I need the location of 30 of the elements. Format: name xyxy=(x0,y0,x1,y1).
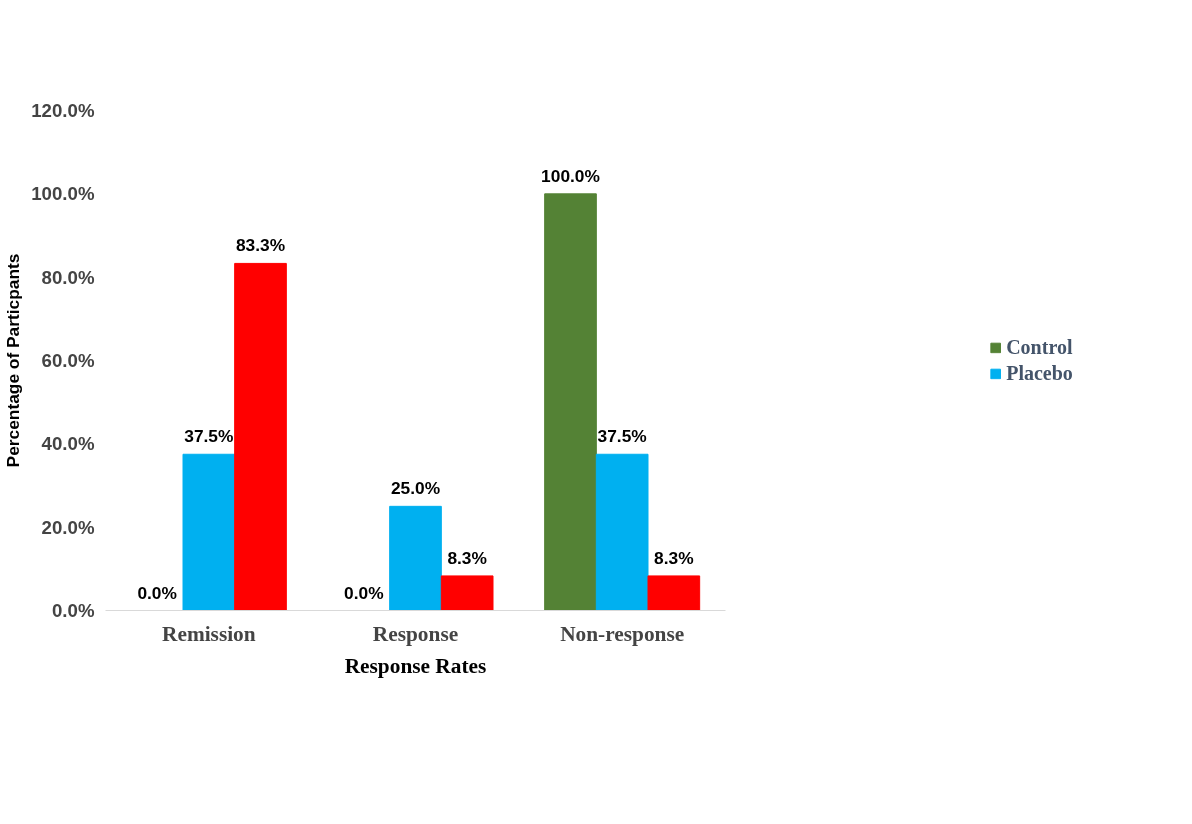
legend-label: Placebo xyxy=(1006,361,1073,385)
y-tick-label: 120.0% xyxy=(31,100,95,121)
x-tick-label: Remission xyxy=(162,621,256,646)
bar xyxy=(544,193,597,611)
data-label: 100.0% xyxy=(541,165,600,186)
y-tick-label: 20.0% xyxy=(41,516,95,538)
data-label: 8.3% xyxy=(654,547,694,568)
bar xyxy=(647,575,701,611)
y-tick-label: 0.0% xyxy=(51,600,95,621)
data-label: 25.0% xyxy=(390,478,441,499)
x-axis-title: Response Rates xyxy=(344,653,487,678)
y-tick-label: 40.0% xyxy=(41,433,95,455)
data-label: 37.5% xyxy=(597,426,647,447)
x-tick-label: Response xyxy=(372,621,459,646)
data-label: 37.5% xyxy=(184,426,234,447)
y-tick-label: 100.0% xyxy=(31,183,95,205)
bar xyxy=(595,453,649,611)
y-tick-label: 80.0% xyxy=(41,266,95,288)
data-label: 0.0% xyxy=(137,582,177,603)
bar xyxy=(182,453,236,611)
bar xyxy=(389,505,442,611)
data-label: 0.0% xyxy=(344,582,384,603)
y-axis-title: Percentage of Particpants xyxy=(3,253,24,468)
data-label: 8.3% xyxy=(447,547,487,568)
legend-label: Control xyxy=(1006,335,1073,359)
x-tick-label: Non-response xyxy=(560,621,685,646)
y-tick-label: 60.0% xyxy=(41,350,95,371)
bar xyxy=(440,575,494,611)
bar xyxy=(234,262,287,611)
data-label: 83.3% xyxy=(235,235,286,256)
